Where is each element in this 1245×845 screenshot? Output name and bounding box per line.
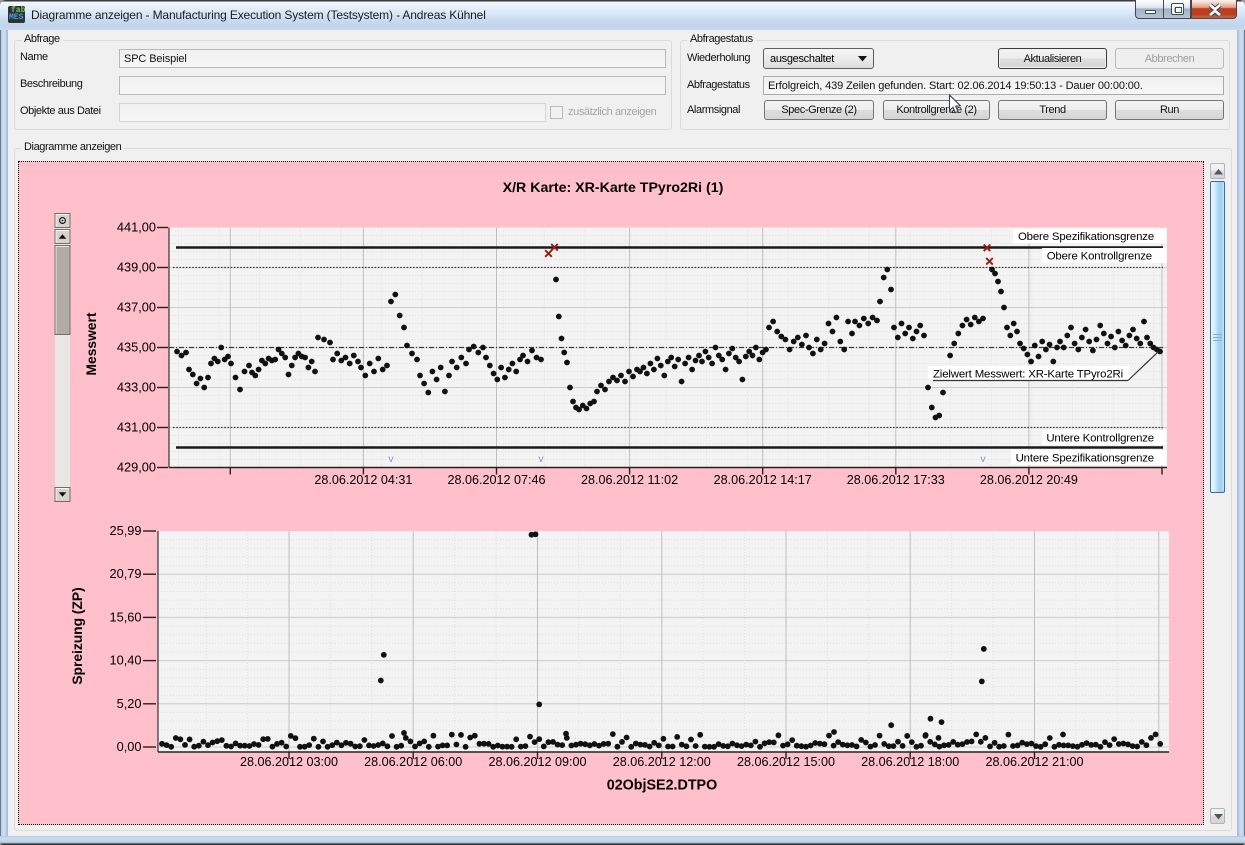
svg-text:Obere Kontrollgrenze: Obere Kontrollgrenze <box>1047 251 1152 263</box>
svg-text:Messwert: Messwert <box>84 312 99 375</box>
svg-text:437,00: 437,00 <box>117 300 156 315</box>
svg-text:20,79: 20,79 <box>109 566 141 581</box>
svg-text:28.06.2012 21:00: 28.06.2012 21:00 <box>985 755 1083 769</box>
svg-text:28.06.2012 17:33: 28.06.2012 17:33 <box>847 473 945 487</box>
svg-text:441,00: 441,00 <box>117 220 156 235</box>
svg-text:5,20: 5,20 <box>117 696 142 711</box>
svg-text:v: v <box>980 453 986 465</box>
svg-text:439,00: 439,00 <box>117 260 156 275</box>
svg-text:28.06.2012 07:46: 28.06.2012 07:46 <box>447 473 545 487</box>
svg-text:v: v <box>388 453 394 465</box>
svg-text:28.06.2012 15:00: 28.06.2012 15:00 <box>737 755 835 769</box>
svg-text:Zielwert Messwert: XR-Karte TP: Zielwert Messwert: XR-Karte TPyro2Ri <box>933 369 1123 381</box>
svg-text:28.06.2012 03:00: 28.06.2012 03:00 <box>240 755 338 769</box>
svg-text:15,60: 15,60 <box>109 609 141 624</box>
svg-text:28.06.2012 11:02: 28.06.2012 11:02 <box>581 473 678 487</box>
svg-text:10,40: 10,40 <box>109 653 141 668</box>
svg-text:28.06.2012 20:49: 28.06.2012 20:49 <box>980 473 1078 487</box>
svg-text:Untere Kontrollgrenze: Untere Kontrollgrenze <box>1046 433 1154 445</box>
svg-text:28.06.2012 09:00: 28.06.2012 09:00 <box>488 755 586 769</box>
svg-text:28.06.2012 04:31: 28.06.2012 04:31 <box>314 473 412 487</box>
svg-text:28.06.2012 06:00: 28.06.2012 06:00 <box>364 755 462 769</box>
svg-text:Obere Spezifikationsgrenze: Obere Spezifikationsgrenze <box>1018 231 1154 243</box>
svg-text:28.06.2012 14:17: 28.06.2012 14:17 <box>714 473 812 487</box>
svg-text:Untere Spezifikationsgrenze: Untere Spezifikationsgrenze <box>1016 453 1154 465</box>
svg-text:433,00: 433,00 <box>117 380 156 395</box>
svg-text:435,00: 435,00 <box>117 340 156 355</box>
svg-text:429,00: 429,00 <box>117 460 156 475</box>
svg-text:v: v <box>538 453 544 465</box>
svg-text:02ObjSE2.DTPO: 02ObjSE2.DTPO <box>607 778 717 794</box>
svg-text:X/R Karte: XR-Karte TPyro2Ri (: X/R Karte: XR-Karte TPyro2Ri (1) <box>503 180 724 196</box>
svg-text:0,00: 0,00 <box>117 739 142 754</box>
svg-text:431,00: 431,00 <box>117 420 156 435</box>
svg-text:28.06.2012 18:00: 28.06.2012 18:00 <box>861 755 959 769</box>
svg-text:25,99: 25,99 <box>109 523 141 538</box>
svg-text:28.06.2012 12:00: 28.06.2012 12:00 <box>613 755 711 769</box>
svg-text:Spreizung (ZP): Spreizung (ZP) <box>70 587 85 684</box>
